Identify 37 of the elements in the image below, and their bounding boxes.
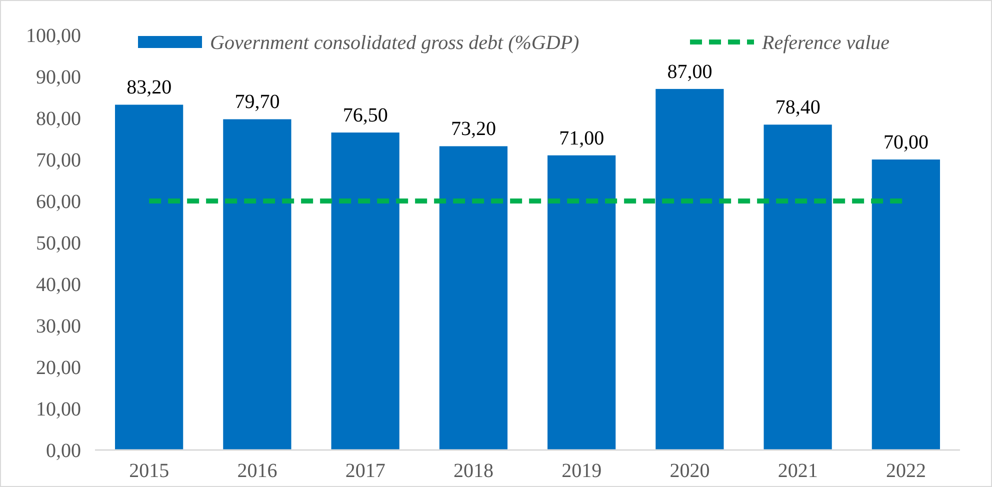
- legend-label: Government consolidated gross debt (%GDP): [210, 32, 580, 54]
- data-label: 79,70: [234, 91, 280, 114]
- bar: [223, 119, 292, 450]
- data-label: 76,50: [342, 104, 388, 127]
- y-tick-label: 40,00: [36, 274, 81, 296]
- bar: [331, 132, 400, 450]
- bar: [764, 124, 832, 450]
- y-tick-label: 70,00: [36, 150, 81, 172]
- data-label: 83,20: [126, 76, 172, 99]
- data-label: 70,00: [883, 132, 928, 154]
- data-label: 71,00: [559, 127, 604, 150]
- bar: [656, 88, 724, 450]
- y-tick-label: 50,00: [36, 232, 81, 254]
- y-tick-label: 90,00: [36, 66, 81, 88]
- x-tick-label: 2022: [886, 460, 926, 482]
- x-tick-label: 2015: [129, 460, 170, 482]
- bar: [872, 160, 940, 450]
- y-tick-label: 60,00: [36, 191, 81, 213]
- x-tick-label: 2018: [453, 460, 494, 482]
- y-tick-label: 10,00: [36, 398, 81, 420]
- bar: [439, 146, 508, 450]
- bar: [115, 104, 184, 450]
- data-label: 73,20: [450, 118, 496, 140]
- y-tick-label: 0,00: [46, 440, 81, 462]
- x-tick-label: 2020: [670, 460, 710, 482]
- x-tick-label: 2017: [345, 460, 386, 482]
- y-tick-label: 20,00: [36, 357, 81, 379]
- y-tick-label: 30,00: [36, 316, 81, 338]
- x-tick-label: 2016: [237, 460, 278, 482]
- bar: [548, 155, 616, 450]
- x-tick-label: 2021: [778, 460, 818, 482]
- data-label: 87,00: [667, 60, 712, 83]
- y-tick-label: 100,00: [26, 25, 81, 47]
- x-tick-label: 2019: [562, 460, 602, 482]
- legend-label: Reference value: [761, 32, 890, 54]
- data-label: 78,40: [775, 96, 820, 119]
- y-tick-label: 80,00: [36, 108, 81, 130]
